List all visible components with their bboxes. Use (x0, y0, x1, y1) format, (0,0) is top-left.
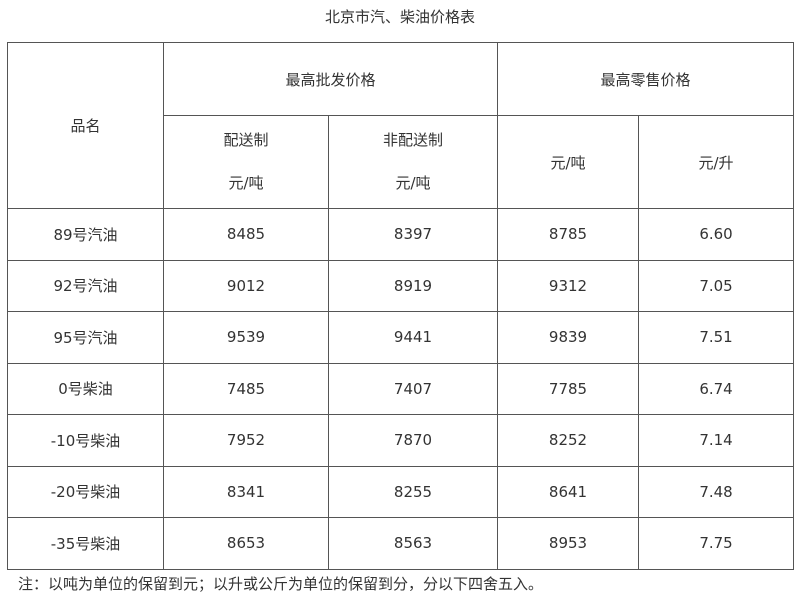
wholesale-non-delivery-cell: 7870 (327, 414, 499, 467)
table-row: 95号汽油 9539 9441 9839 7.51 (7, 311, 795, 364)
header-delivery-unit: 元/吨 (228, 174, 264, 192)
header-non-delivery: 非配送制元/吨 (327, 115, 499, 209)
header-row-1: 品名 最高批发价格 最高零售价格 (7, 42, 795, 209)
header-non-delivery-unit: 元/吨 (395, 174, 431, 192)
wholesale-delivery-cell: 8485 (163, 208, 329, 261)
retail-per-liter-cell: 7.05 (638, 259, 795, 312)
table-row: -35号柴油 8653 8563 8953 7.75 (7, 517, 795, 570)
wholesale-non-delivery-cell: 7407 (327, 362, 499, 415)
header-row-2: 配送制 元/吨 非配送制 元/吨 元/吨 元/升 (8, 115, 795, 209)
header-retail-ton: 元/吨 (497, 115, 640, 209)
retail-per-ton-cell: 9839 (497, 311, 640, 364)
retail-per-liter-cell: 7.75 (638, 517, 795, 570)
wholesale-delivery-cell: 9539 (163, 311, 329, 364)
wholesale-non-delivery-cell: 9441 (327, 311, 499, 364)
retail-per-liter-cell: 7.48 (638, 465, 795, 518)
product-name: -10号柴油 (7, 414, 164, 467)
retail-per-ton-cell: 8953 (497, 517, 640, 570)
header-delivery-label: 配送制 (223, 131, 269, 149)
price-table: 品名 最高批发价格 最高零售价格 配送制 元/吨 非配送制 元/吨 元/吨 元/升 … (7, 42, 795, 570)
table-row: 89号汽油 8485 8397 8785 6.60 (7, 208, 795, 261)
retail-per-liter-cell: 6.60 (638, 208, 795, 261)
header-delivery: 配送制元/吨 (163, 115, 329, 209)
retail-per-liter-cell: 7.51 (638, 311, 795, 364)
wholesale-delivery-cell: 8653 (163, 517, 329, 570)
wholesale-non-delivery-cell: 8919 (327, 259, 499, 312)
retail-per-ton-cell: 8252 (497, 414, 640, 467)
product-name: -35号柴油 (7, 517, 164, 570)
header-retail: 最高零售价格 (497, 42, 795, 116)
retail-per-ton-cell: 9312 (497, 259, 640, 312)
table-row: 92号汽油 9012 8919 9312 7.05 (7, 259, 795, 312)
table-row: 0号柴油 7485 7407 7785 6.74 (7, 362, 795, 415)
product-name: 0号柴油 (7, 362, 164, 415)
retail-per-liter-cell: 6.74 (638, 362, 795, 415)
header-wholesale: 最高批发价格 (162, 42, 499, 116)
table-row: -10号柴油 7952 7870 8252 7.14 (7, 414, 795, 467)
retail-per-ton-cell: 8641 (497, 465, 640, 518)
wholesale-non-delivery-cell: 8397 (327, 208, 499, 261)
retail-per-liter-cell: 7.14 (638, 414, 795, 467)
footnote: 注：以吨为单位的保留到元；以升或公斤为单位的保留到分，分以下四舍五入。 (18, 575, 544, 593)
header-retail-liter: 元/升 (638, 115, 795, 209)
wholesale-delivery-cell: 8341 (163, 465, 329, 518)
table-row: -20号柴油 8341 8255 8641 7.48 (7, 465, 795, 518)
product-name: 92号汽油 (7, 259, 164, 312)
wholesale-non-delivery-cell: 8563 (327, 517, 499, 570)
header-non-delivery-label: 非配送制 (383, 131, 444, 149)
header-product: 品名 (7, 42, 164, 209)
table-title: 北京市汽、柴油价格表 (324, 8, 475, 26)
product-name: -20号柴油 (7, 465, 164, 518)
wholesale-delivery-cell: 7952 (163, 414, 329, 467)
product-name: 95号汽油 (7, 311, 164, 364)
retail-per-ton-cell: 8785 (497, 208, 640, 261)
wholesale-delivery-cell: 9012 (163, 259, 329, 312)
wholesale-non-delivery-cell: 8255 (327, 465, 499, 518)
wholesale-delivery-cell: 7485 (163, 362, 329, 415)
retail-per-ton-cell: 7785 (497, 362, 640, 415)
product-name: 89号汽油 (7, 208, 164, 261)
